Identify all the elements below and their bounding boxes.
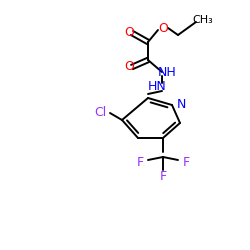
Text: O: O xyxy=(158,22,168,35)
Text: F: F xyxy=(160,170,166,182)
Text: O: O xyxy=(124,60,134,72)
Text: N: N xyxy=(177,98,186,112)
Text: HN: HN xyxy=(148,80,167,94)
Text: F: F xyxy=(136,156,143,168)
Text: Cl: Cl xyxy=(94,106,106,120)
Text: CH₃: CH₃ xyxy=(192,15,214,25)
Text: F: F xyxy=(182,156,190,168)
Text: O: O xyxy=(124,26,134,38)
Text: NH: NH xyxy=(158,66,176,78)
